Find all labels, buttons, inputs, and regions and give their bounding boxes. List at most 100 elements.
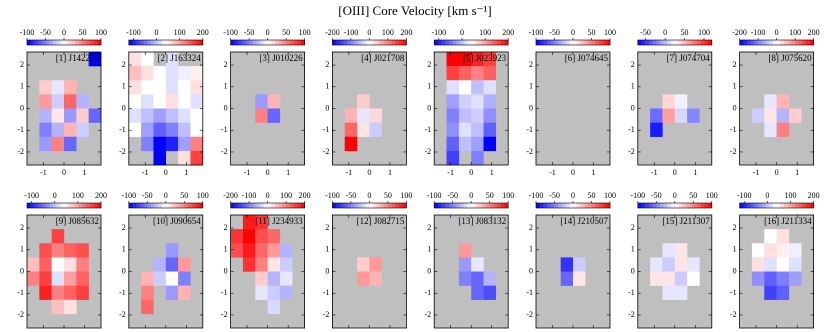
velocity-pixel bbox=[483, 94, 497, 109]
velocity-pixel bbox=[560, 271, 574, 286]
y-tick-label: -2 bbox=[221, 147, 228, 156]
x-tick-label: 1 bbox=[693, 331, 697, 332]
colorbar-tick-label: 50 bbox=[681, 28, 689, 37]
velocity-pixel bbox=[153, 271, 166, 286]
y-tick-label: 2 bbox=[224, 223, 228, 232]
colorbar-segment bbox=[467, 40, 472, 45]
colorbar-segment bbox=[362, 203, 366, 208]
colorbar-segment bbox=[365, 40, 370, 45]
velocity-pixel bbox=[471, 257, 484, 272]
y-tick-label: 2 bbox=[325, 223, 329, 232]
colorbar-segment bbox=[78, 203, 83, 208]
colorbar-segment bbox=[591, 40, 596, 45]
colorbar-segment bbox=[554, 40, 559, 45]
colorbar-segment bbox=[780, 203, 785, 208]
colorbar-segment bbox=[561, 203, 566, 208]
colorbar-segment bbox=[739, 40, 744, 45]
colorbar-tick-label: 50 bbox=[588, 191, 596, 200]
colorbar-segment bbox=[162, 40, 167, 45]
colorbar-tick-label: 50 bbox=[588, 28, 596, 37]
colorbar-segment bbox=[354, 203, 359, 208]
velocity-pixel bbox=[446, 136, 460, 152]
x-tick-label: -1 bbox=[549, 331, 556, 332]
x-tick-label: 1 bbox=[795, 168, 799, 177]
colorbar-segment bbox=[339, 40, 344, 45]
velocity-pixel bbox=[76, 122, 89, 137]
x-tick-label: 0 bbox=[775, 331, 779, 332]
velocity-pixel bbox=[764, 243, 777, 258]
colorbar-segment bbox=[339, 203, 344, 208]
colorbar-segment bbox=[769, 203, 774, 208]
y-tick-label: 2 bbox=[20, 223, 24, 232]
colorbar-segment bbox=[493, 40, 498, 45]
colorbar-segment bbox=[758, 40, 763, 45]
colorbar-segment bbox=[663, 40, 668, 45]
colorbar-segment bbox=[97, 203, 102, 208]
colorbar-tick-label: 0 bbox=[765, 191, 769, 200]
colorbar-segment bbox=[663, 203, 668, 208]
velocity-pixel bbox=[267, 271, 281, 286]
colorbar-segment bbox=[645, 203, 650, 208]
velocity-pixel bbox=[483, 136, 497, 152]
colorbar-segment bbox=[471, 203, 476, 208]
x-tick-label: -1 bbox=[549, 168, 556, 177]
velocity-pixel bbox=[76, 108, 89, 123]
colorbar-segment bbox=[754, 203, 759, 208]
x-tick-label: 0 bbox=[469, 168, 473, 177]
colorbar-segment bbox=[765, 40, 770, 45]
colorbar-tick-label: -50 bbox=[651, 191, 662, 200]
colorbar-segment bbox=[602, 203, 607, 208]
colorbar-segment bbox=[747, 203, 751, 208]
y-tick-label: -2 bbox=[628, 147, 635, 156]
x-tick-label: -1 bbox=[346, 331, 353, 332]
velocity-pixel bbox=[64, 285, 77, 300]
colorbar-frame bbox=[433, 39, 509, 46]
colorbar-segment bbox=[67, 203, 72, 208]
colorbar-segment bbox=[478, 203, 483, 208]
velocity-pixel bbox=[64, 94, 77, 109]
y-tick-label: -1 bbox=[425, 125, 432, 134]
colorbar-tick-label: -100 bbox=[529, 28, 544, 37]
x-tick-label: 1 bbox=[83, 331, 87, 332]
colorbar-segment bbox=[606, 203, 611, 208]
y-tick-label: -2 bbox=[526, 147, 533, 156]
colorbar-tick-label: 200 bbox=[808, 191, 820, 200]
velocity-pixel bbox=[190, 150, 203, 166]
velocity-pixel bbox=[76, 243, 89, 258]
velocity-pixel bbox=[751, 257, 765, 272]
colorbar-segment bbox=[158, 203, 163, 208]
colorbar-segment bbox=[260, 203, 265, 208]
colorbar-segment bbox=[282, 203, 287, 208]
colorbar-tick-label: -50 bbox=[142, 191, 153, 200]
y-tick-label: -1 bbox=[628, 288, 635, 297]
colorbar-segment bbox=[539, 203, 544, 208]
colorbar-segment bbox=[656, 203, 661, 208]
x-tick-label: 0 bbox=[266, 168, 270, 177]
colorbar-segment bbox=[52, 40, 57, 45]
y-tick-label: 0 bbox=[122, 103, 126, 112]
velocity-pixel bbox=[458, 257, 472, 272]
y-tick-label: -1 bbox=[730, 125, 737, 134]
colorbar-segment bbox=[97, 40, 102, 45]
colorbar-tick-label: 50 bbox=[384, 191, 392, 200]
x-tick-label: 0 bbox=[367, 168, 371, 177]
velocity-pixel bbox=[344, 122, 358, 137]
colorbar-segment bbox=[45, 40, 50, 45]
colorbar-segment bbox=[89, 40, 94, 45]
y-tick-label: -2 bbox=[526, 310, 533, 319]
velocity-pixel bbox=[267, 108, 281, 123]
velocity-pixel bbox=[64, 271, 77, 286]
velocity-pixel bbox=[153, 108, 166, 123]
colorbar-segment bbox=[289, 203, 294, 208]
y-tick-label: -2 bbox=[425, 310, 432, 319]
velocity-pixel bbox=[165, 271, 179, 286]
colorbar-segment bbox=[795, 40, 800, 45]
velocity-pixel bbox=[165, 66, 179, 81]
velocity-pixel bbox=[165, 122, 179, 137]
colorbar-segment bbox=[452, 40, 457, 45]
colorbar-segment bbox=[86, 203, 91, 208]
x-tick-label: -1 bbox=[346, 168, 353, 177]
colorbar-segment bbox=[195, 203, 200, 208]
colorbar-segment bbox=[380, 203, 385, 208]
colorbar-segment bbox=[234, 40, 239, 45]
